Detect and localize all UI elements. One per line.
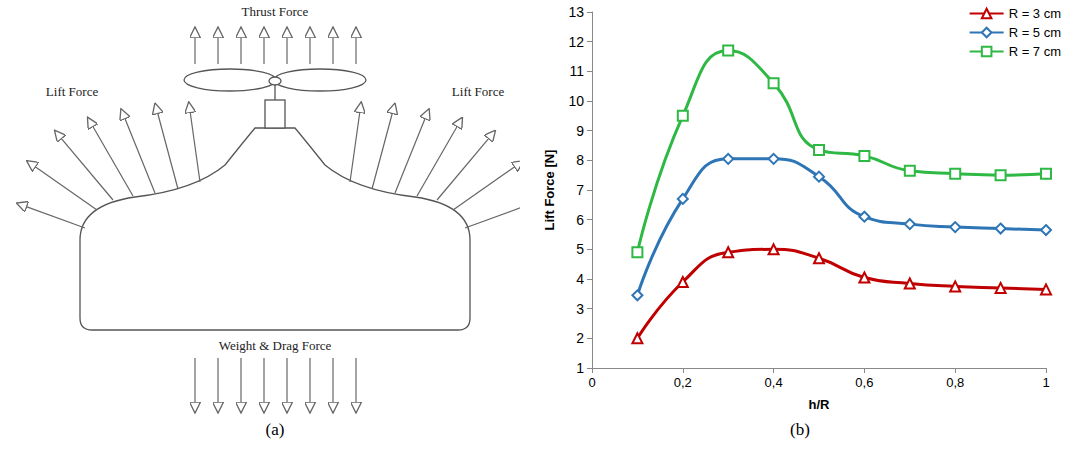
svg-text:Weight & Drag Force: Weight & Drag Force [219, 338, 332, 353]
svg-text:0: 0 [588, 375, 595, 390]
svg-text:0,2: 0,2 [674, 375, 692, 390]
svg-text:Lift Force: Lift Force [46, 84, 99, 99]
svg-text:12: 12 [568, 34, 584, 50]
svg-text:9: 9 [576, 123, 584, 139]
svg-text:11: 11 [569, 63, 584, 79]
svg-text:4: 4 [576, 271, 584, 287]
svg-text:0,6: 0,6 [855, 375, 873, 390]
svg-text:10: 10 [568, 93, 584, 109]
svg-text:Lift Force: Lift Force [452, 84, 505, 99]
svg-text:Thrust Force: Thrust Force [242, 4, 309, 19]
html-text:(b): (b) [790, 420, 810, 439]
svg-text:5: 5 [576, 241, 584, 257]
svg-text:3: 3 [576, 301, 584, 317]
svg-text:Lift Force [N]: Lift Force [N] [542, 150, 557, 231]
svg-text:7: 7 [576, 182, 584, 198]
svg-text:6: 6 [576, 212, 584, 228]
svg-text:0,4: 0,4 [765, 375, 783, 390]
svg-text:13: 13 [568, 4, 584, 20]
svg-text:0,8: 0,8 [946, 375, 964, 390]
svg-text:R = 7 cm: R = 7 cm [1009, 44, 1061, 59]
svg-text:2: 2 [576, 330, 584, 346]
svg-text:1: 1 [576, 360, 584, 376]
svg-text:1: 1 [1042, 375, 1049, 390]
svg-text:R = 3 cm: R = 3 cm [1009, 6, 1061, 21]
html-text:(a): (a) [265, 420, 285, 439]
svg-text:h/R: h/R [809, 397, 831, 412]
svg-text:R = 5 cm: R = 5 cm [1009, 25, 1061, 40]
svg-text:8: 8 [576, 152, 584, 168]
